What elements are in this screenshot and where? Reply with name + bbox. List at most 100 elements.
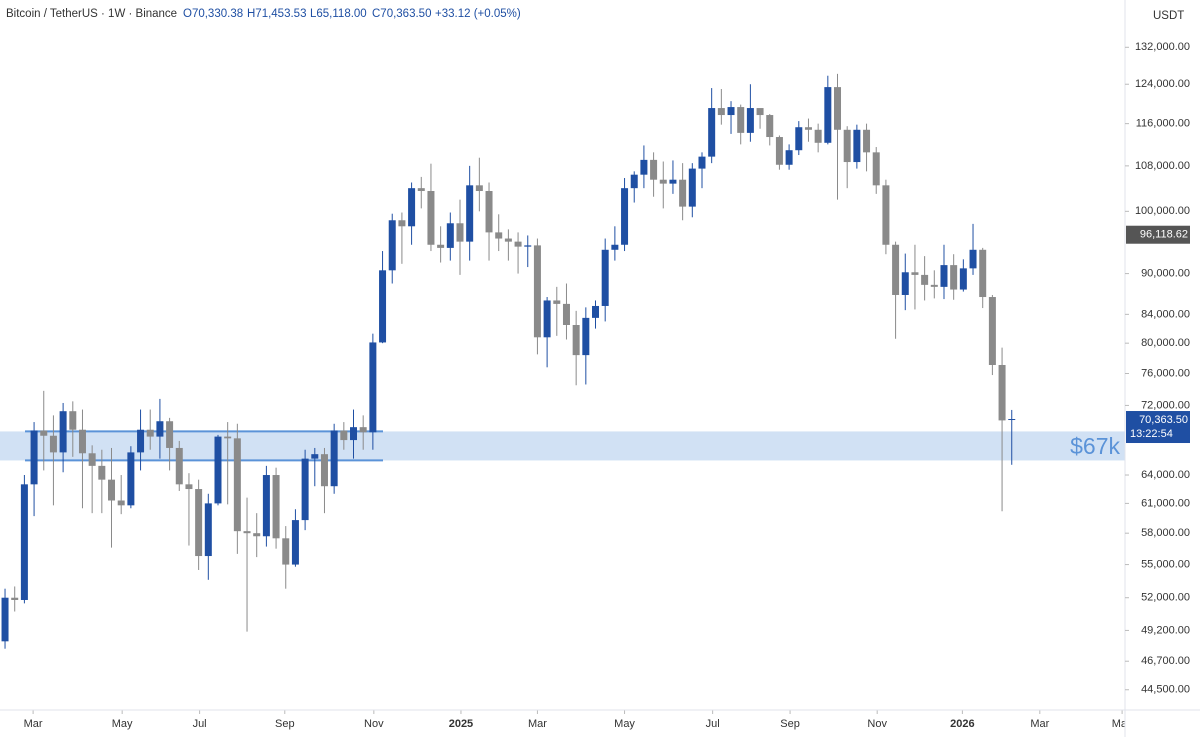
candle-body xyxy=(533,245,541,338)
x-tick-label: Nov xyxy=(364,718,384,730)
candle-body xyxy=(340,430,348,441)
candle-body xyxy=(437,244,445,248)
candle-body xyxy=(301,458,309,521)
candle-body xyxy=(795,127,803,151)
plot-area: $67k Mar May Jul Sep Nov 2025 Mar May Jul Sep Nov 20… xyxy=(0,73,1133,730)
candle-body xyxy=(863,129,871,153)
candle-body xyxy=(524,245,532,247)
candle-body xyxy=(49,435,57,453)
candle-body xyxy=(911,272,919,275)
candle-body xyxy=(824,87,832,143)
candle-body xyxy=(20,484,28,600)
candle-body xyxy=(408,188,416,227)
candle-body xyxy=(843,129,851,163)
candle-body xyxy=(679,179,687,207)
y-tick-label: 84,000.00 xyxy=(1141,308,1190,320)
candle-body xyxy=(717,108,725,116)
candle-body xyxy=(630,174,638,189)
candle-body xyxy=(727,107,735,116)
y-tick-label: 44,500.00 xyxy=(1141,684,1190,696)
candle-body xyxy=(562,303,570,325)
candle-body xyxy=(901,272,909,295)
candle-body xyxy=(804,127,812,130)
candle-body xyxy=(466,185,474,242)
ohlc-low: L65,118.00 xyxy=(310,8,367,20)
y-tick-label: 58,000.00 xyxy=(1141,527,1190,539)
x-tick-label: Jul xyxy=(193,718,207,730)
candle-body xyxy=(698,156,706,169)
candle-body xyxy=(766,115,774,138)
y-tick-label: 64,000.00 xyxy=(1141,469,1190,481)
candle-body xyxy=(785,150,793,165)
candle-body xyxy=(98,465,106,480)
candle-body xyxy=(959,268,967,290)
candle-body xyxy=(359,427,367,433)
y-tick-label: 100,000.00 xyxy=(1135,205,1190,217)
candle-body xyxy=(495,232,503,239)
candle-body xyxy=(262,475,270,537)
candle-body xyxy=(621,188,629,245)
candle-body xyxy=(11,597,19,600)
candle-body xyxy=(950,265,958,290)
candle-body xyxy=(988,297,996,365)
y-tick-label: 76,000.00 xyxy=(1141,367,1190,379)
candle-body xyxy=(756,108,764,116)
candle-body xyxy=(311,454,319,459)
candle-body xyxy=(930,284,938,287)
candle-body xyxy=(88,453,96,466)
x-tick-label: 2026 xyxy=(950,718,974,730)
candle-body xyxy=(737,107,745,133)
candle-body xyxy=(166,421,174,448)
x-tick-label: Mar xyxy=(1030,718,1049,730)
candle-body xyxy=(233,438,241,532)
candle-body xyxy=(688,168,696,207)
candle-body xyxy=(417,188,425,192)
candle-body xyxy=(504,238,512,242)
countdown-label: 13:22:54 xyxy=(1130,428,1173,440)
candle-body xyxy=(40,430,48,436)
candle-body xyxy=(320,454,328,487)
y-tick-label: 132,000.00 xyxy=(1135,41,1190,53)
x-tick-label: Sep xyxy=(275,718,295,730)
y-tick-label: 55,000.00 xyxy=(1141,558,1190,570)
marker-box xyxy=(1126,225,1190,244)
candle-body xyxy=(775,137,783,165)
y-tick-label: 61,000.00 xyxy=(1141,497,1190,509)
x-tick-label: Nov xyxy=(867,718,887,730)
candle-body xyxy=(582,317,590,356)
candle-body xyxy=(543,300,551,338)
x-tick-label: 2025 xyxy=(449,718,473,730)
candle-body xyxy=(108,479,116,501)
zone-label: $67k xyxy=(1070,433,1120,459)
last-price-label: 70,363.50 xyxy=(1139,414,1188,426)
y-tick-label: 49,200.00 xyxy=(1141,624,1190,636)
candle-body xyxy=(940,265,948,287)
x-tick-label: May xyxy=(614,718,635,730)
candle-body xyxy=(746,108,754,133)
x-tick-label: Mar xyxy=(528,718,547,730)
candle-body xyxy=(475,185,483,192)
candle-body xyxy=(137,429,145,453)
candle-body xyxy=(601,249,609,306)
candle-body xyxy=(78,429,86,454)
ohlc-open: O70,330.38 xyxy=(183,8,243,20)
y-tick-label: 46,700.00 xyxy=(1141,655,1190,667)
candle-body xyxy=(30,430,38,485)
candle-body xyxy=(117,500,125,506)
candle-body xyxy=(253,533,261,537)
candle-body xyxy=(921,274,929,285)
candle-body xyxy=(369,342,377,433)
x-tick-label: May xyxy=(1112,718,1133,730)
candle-body xyxy=(650,159,658,180)
candle-body xyxy=(708,108,716,157)
candle-body xyxy=(882,185,890,245)
y-tick-label: 108,000.00 xyxy=(1135,160,1190,172)
candle-body xyxy=(592,305,600,318)
candle-body xyxy=(350,427,358,441)
candle-body xyxy=(553,300,561,304)
support-zone xyxy=(0,431,1125,461)
candle-body xyxy=(514,241,522,247)
symbol-title: Bitcoin / TetherUS · 1W · Binance xyxy=(6,8,177,20)
candle-body xyxy=(572,324,580,356)
candle-body xyxy=(243,531,251,534)
